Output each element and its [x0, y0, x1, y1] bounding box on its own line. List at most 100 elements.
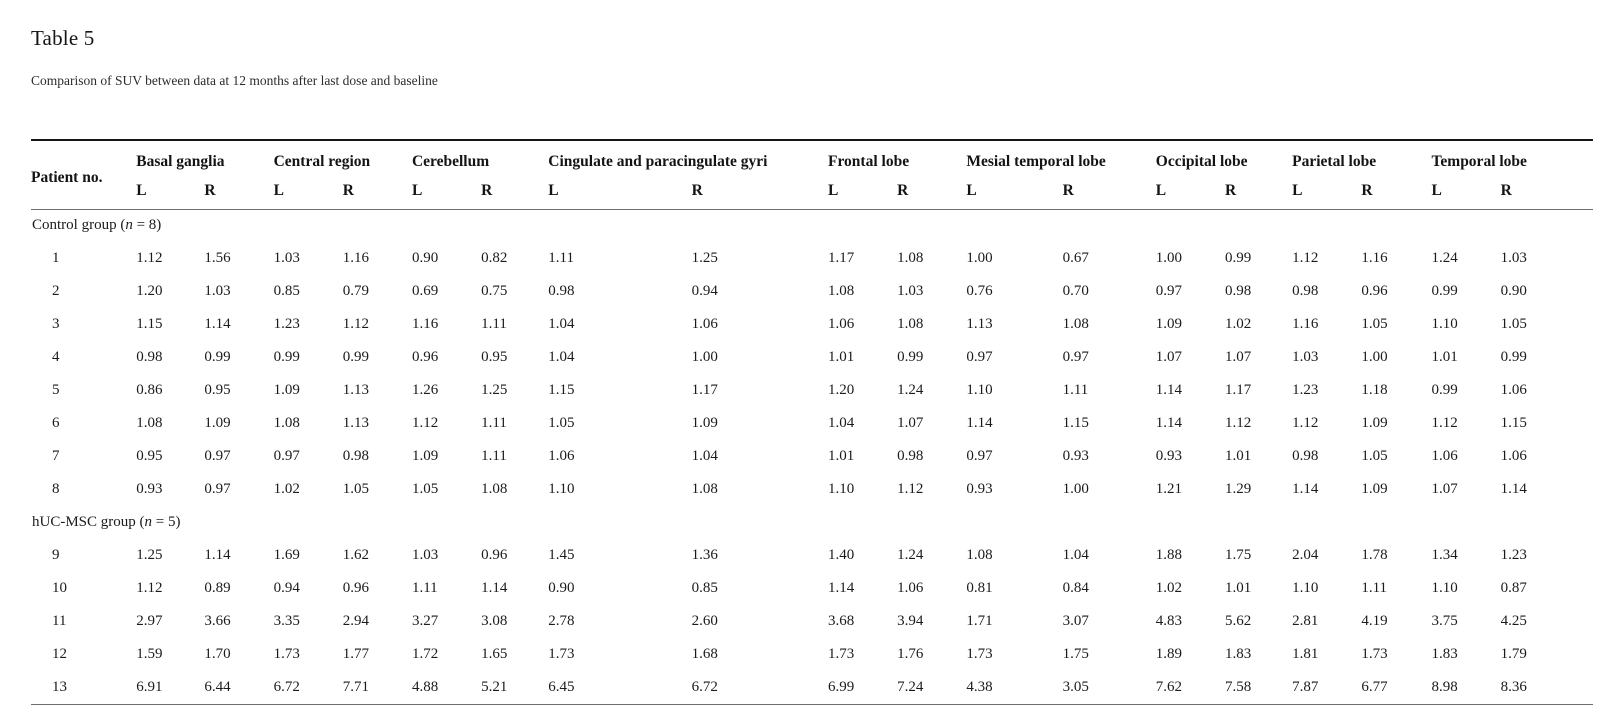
value-cell: 0.97 — [1062, 349, 1089, 365]
value-cell: 1.78 — [1361, 547, 1388, 563]
value-cell: 1.08 — [827, 283, 855, 299]
value-cell: 0.97 — [966, 349, 993, 365]
value-cell: 1.08 — [136, 415, 163, 431]
value-cell: 1.34 — [1431, 547, 1458, 563]
value-cell: 1.08 — [897, 316, 924, 332]
value-cell: 1.09 — [1361, 481, 1388, 497]
value-cell: 1.04 — [548, 349, 575, 365]
table-row: 4 0.98 0.99 0.99 0.99 0.96 0.95 1.04 1.00 1.01 0.9… — [31, 341, 1593, 374]
value-cell: 1.14 — [1292, 481, 1319, 497]
value-cell: 1.17 — [827, 250, 855, 266]
value-cell: 0.85 — [691, 580, 718, 596]
value-cell: 1.83 — [1431, 646, 1458, 662]
value-cell: 1.06 — [827, 316, 855, 332]
value-cell: 2.60 — [691, 613, 718, 629]
value-cell: 0.98 — [1292, 448, 1319, 464]
table-row: 10 1.12 0.89 0.94 0.96 1.11 1.14 0.90 0.85 1.14 1.… — [31, 572, 1593, 605]
region-header: Mesial temporal lobe — [966, 153, 1106, 170]
value-cell: 1.10 — [548, 481, 575, 497]
table-row: 8 0.93 0.97 1.02 1.05 1.05 1.08 1.10 1.08 1.10 1.1… — [31, 473, 1593, 506]
value-cell: 1.59 — [136, 646, 163, 662]
value-cell: 1.18 — [1361, 382, 1388, 398]
value-cell: 2.78 — [548, 613, 575, 629]
value-cell: 1.09 — [1155, 316, 1183, 332]
side-header: R — [1062, 181, 1074, 199]
value-cell: 1.00 — [691, 349, 718, 365]
group-label: Control group (n = 8) — [32, 217, 162, 234]
value-cell: 4.38 — [966, 678, 993, 695]
value-cell: 3.94 — [897, 613, 924, 629]
value-cell: 1.20 — [136, 283, 163, 299]
value-cell: 0.81 — [966, 580, 993, 596]
value-cell: 1.14 — [204, 547, 231, 563]
value-cell: 1.24 — [1431, 250, 1458, 266]
patient-cell: 1 — [52, 250, 60, 266]
value-cell: 1.17 — [691, 382, 718, 398]
side-header: L — [1292, 181, 1303, 199]
side-header: R — [204, 181, 216, 199]
value-cell: 1.00 — [1361, 349, 1388, 365]
value-cell: 1.24 — [897, 547, 924, 563]
value-cell: 1.04 — [827, 415, 855, 431]
value-cell: 3.05 — [1062, 678, 1089, 695]
side-header: L — [548, 181, 559, 199]
value-cell: 0.95 — [481, 349, 508, 365]
value-cell: 1.05 — [1361, 448, 1388, 464]
value-cell: 6.91 — [136, 678, 163, 695]
value-cell: 1.14 — [204, 316, 231, 332]
region-header: Cerebellum — [411, 153, 490, 170]
value-cell: 0.94 — [273, 580, 300, 596]
table-row: 13 6.91 6.44 6.72 7.71 4.88 5.21 6.45 6.72 6.99 7.… — [31, 671, 1593, 704]
value-cell: 1.05 — [1500, 316, 1527, 332]
patient-cell: 7 — [52, 448, 60, 464]
value-cell: 4.25 — [1500, 613, 1527, 629]
value-cell: 1.77 — [342, 646, 370, 662]
value-cell: 0.86 — [136, 382, 163, 398]
value-cell: 0.90 — [1500, 283, 1527, 299]
value-cell: 1.62 — [342, 547, 370, 563]
value-cell: 0.94 — [691, 283, 718, 299]
value-cell: 0.95 — [136, 448, 163, 464]
value-cell: 1.23 — [1292, 382, 1319, 398]
value-cell: 6.77 — [1361, 678, 1388, 695]
value-cell: 1.12 — [342, 316, 370, 332]
value-cell: 1.36 — [691, 547, 718, 563]
value-cell: 1.45 — [548, 547, 575, 563]
value-cell: 1.23 — [273, 316, 300, 332]
value-cell: 1.06 — [548, 448, 575, 464]
value-cell: 1.76 — [897, 646, 924, 662]
value-cell: 0.99 — [1431, 382, 1458, 398]
value-cell: 6.72 — [691, 678, 718, 695]
value-cell: 1.13 — [342, 415, 370, 431]
value-cell: 1.12 — [411, 415, 439, 431]
value-cell: 1.12 — [897, 481, 924, 497]
value-cell: 0.97 — [1155, 283, 1183, 299]
table-row: 7 0.95 0.97 0.97 0.98 1.09 1.11 1.06 1.04 1.01 0.9… — [31, 440, 1593, 473]
patient-cell: 6 — [52, 415, 60, 431]
value-cell: 1.14 — [1500, 481, 1527, 497]
value-cell: 0.67 — [1062, 250, 1089, 266]
value-cell: 0.97 — [966, 448, 993, 464]
value-cell: 0.96 — [481, 547, 508, 563]
value-cell: 0.79 — [342, 283, 370, 299]
value-cell: 1.07 — [1431, 481, 1458, 497]
value-cell: 0.90 — [411, 250, 439, 266]
value-cell: 1.23 — [1500, 547, 1527, 563]
table-row: 1 1.12 1.56 1.03 1.16 0.90 0.82 1.11 1.25 1.17 1.0… — [31, 242, 1593, 275]
value-cell: 7.62 — [1155, 678, 1183, 695]
value-cell: 1.12 — [1224, 415, 1252, 431]
table-row: 12 1.59 1.70 1.73 1.77 1.72 1.65 1.73 1.68 1.73 1.… — [31, 638, 1593, 671]
value-cell: 1.24 — [897, 382, 924, 398]
value-cell: 0.99 — [273, 349, 300, 365]
value-cell: 1.01 — [1224, 580, 1252, 596]
value-cell: 1.00 — [966, 250, 993, 266]
value-cell: 1.12 — [1431, 415, 1458, 431]
value-cell: 1.25 — [691, 250, 718, 266]
side-header: R — [481, 181, 493, 199]
region-header: Basal ganglia — [136, 153, 225, 170]
value-cell: 0.96 — [342, 580, 370, 596]
value-cell: 1.06 — [691, 316, 718, 332]
value-cell: 1.01 — [1431, 349, 1458, 365]
value-cell: 1.14 — [1155, 382, 1183, 398]
